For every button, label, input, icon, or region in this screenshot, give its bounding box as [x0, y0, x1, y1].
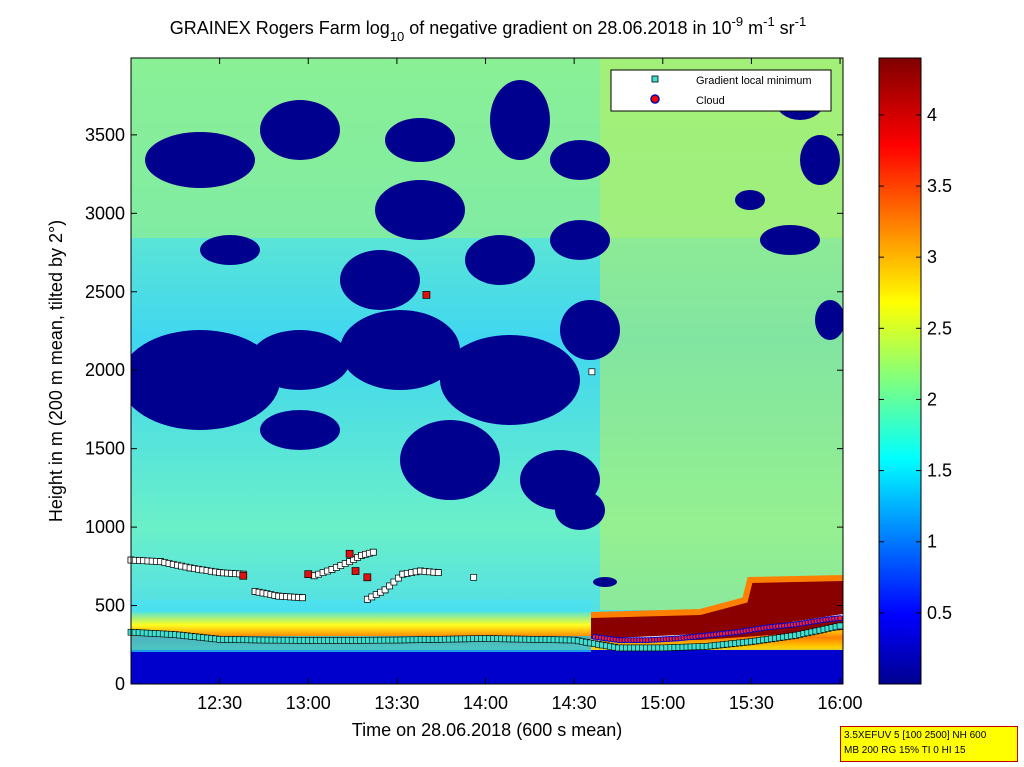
colorbar-tick-label: 2.5	[927, 318, 952, 338]
elevated-minimum-marker	[395, 574, 402, 582]
x-tick-label: 13:30	[374, 693, 419, 713]
x-tick-label: 14:00	[463, 693, 508, 713]
legend-marker-cloud	[650, 94, 660, 104]
title-unit2: sr	[775, 18, 795, 38]
title-sub: 10	[390, 29, 404, 44]
cloud-marker	[422, 291, 431, 299]
chart-title: GRAINEX Rogers Farm log10 of negative gr…	[170, 14, 806, 44]
plot-frame	[130, 57, 844, 685]
legend: Gradient local minimum Cloud	[610, 69, 832, 112]
elevated-minimum-marker	[299, 594, 306, 602]
heatmap-plot-area	[131, 58, 843, 684]
colorbar-tick-label: 4	[927, 105, 937, 125]
title-main: GRAINEX Rogers Farm log	[170, 18, 390, 38]
elevated-minimum-marker	[470, 573, 478, 581]
y-tick-label: 3500	[85, 125, 125, 145]
y-tick-label: 1500	[85, 439, 125, 459]
y-tick-label: 500	[95, 596, 125, 616]
cloud-marker	[351, 567, 360, 575]
colorbar-tick-label: 1	[927, 532, 937, 552]
x-axis-label: Time on 28.06.2018 (600 s mean)	[352, 720, 623, 740]
cloud-marker	[239, 571, 248, 580]
cloud-marker	[304, 570, 313, 579]
left-blue-band	[131, 600, 591, 612]
heatmap-dark-patches	[131, 80, 843, 587]
colorbar-gradient	[878, 57, 922, 685]
x-tick-label: 13:00	[286, 693, 331, 713]
legend-box	[610, 69, 832, 112]
elevated-minimum-marker	[386, 582, 393, 590]
y-tick-label: 2000	[85, 360, 125, 380]
legend-label-cloud: Cloud	[696, 95, 725, 107]
x-axis-ticks: 12:30 13:00 13:30 14:00 14:30 15:00 15:30 16:00	[197, 58, 863, 713]
cloud-layer-marker	[837, 615, 844, 622]
elevated-minimum-marker	[369, 548, 377, 556]
colorbar-tick-label: 2	[927, 389, 937, 409]
cloud-marker	[363, 573, 372, 582]
legend-marker-gradient-min	[651, 75, 659, 83]
info-line-2: MB 200 RG 15% TI 0 HI 15	[844, 745, 966, 756]
colorbar: 0.5 1 1.5 2 2.5 3 3.5 4	[878, 57, 952, 685]
elevated-minimum-marker	[390, 578, 398, 586]
y-tick-label: 0	[115, 674, 125, 694]
processing-info-box: 3.5XEFUV 5 [100 2500] NH 600 MB 200 RG 1…	[840, 726, 1018, 762]
cloud-marker	[345, 549, 354, 558]
info-line-1: 3.5XEFUV 5 [100 2500] NH 600	[844, 730, 987, 741]
colorbar-tick-label: 1.5	[927, 461, 952, 481]
y-axis-label: Height in m (200 m mean, tilted by 2°)	[46, 220, 66, 522]
gradient-minimum-marker	[836, 622, 844, 630]
elevated-minimum-marker	[588, 368, 596, 376]
colorbar-tick-label: 3.5	[927, 176, 952, 196]
y-tick-label: 1000	[85, 517, 125, 537]
y-tick-label: 3000	[85, 203, 125, 223]
colorbar-tick-label: 3	[927, 247, 937, 267]
markers-layer	[127, 291, 844, 652]
elevated-minimum-marker	[381, 586, 389, 594]
title-middle: of negative gradient on 28.06.2018 in 10	[404, 18, 731, 38]
title-unit1: m	[743, 18, 763, 38]
x-tick-label: 15:30	[729, 693, 774, 713]
colorbar-ticks: 0.5 1 1.5 2 2.5 3 3.5 4	[879, 105, 952, 623]
high-gradient-edge	[590, 575, 843, 618]
y-tick-label: 2500	[85, 282, 125, 302]
title-exp1: -9	[732, 14, 744, 29]
x-tick-label: 15:00	[640, 693, 685, 713]
x-tick-label: 14:30	[552, 693, 597, 713]
colorbar-tick-label: 0.5	[927, 603, 952, 623]
x-tick-label: 16:00	[818, 693, 863, 713]
title-exp3: -1	[795, 14, 807, 29]
surface-layer	[131, 650, 843, 684]
title-exp2: -1	[763, 14, 775, 29]
elevated-minimum-marker	[434, 569, 442, 576]
y-axis-ticks: 0 500 1000 1500 2000 2500 3000 3500	[85, 125, 843, 694]
legend-label-gradient-min: Gradient local minimum	[696, 75, 812, 87]
x-tick-label: 12:30	[197, 693, 242, 713]
